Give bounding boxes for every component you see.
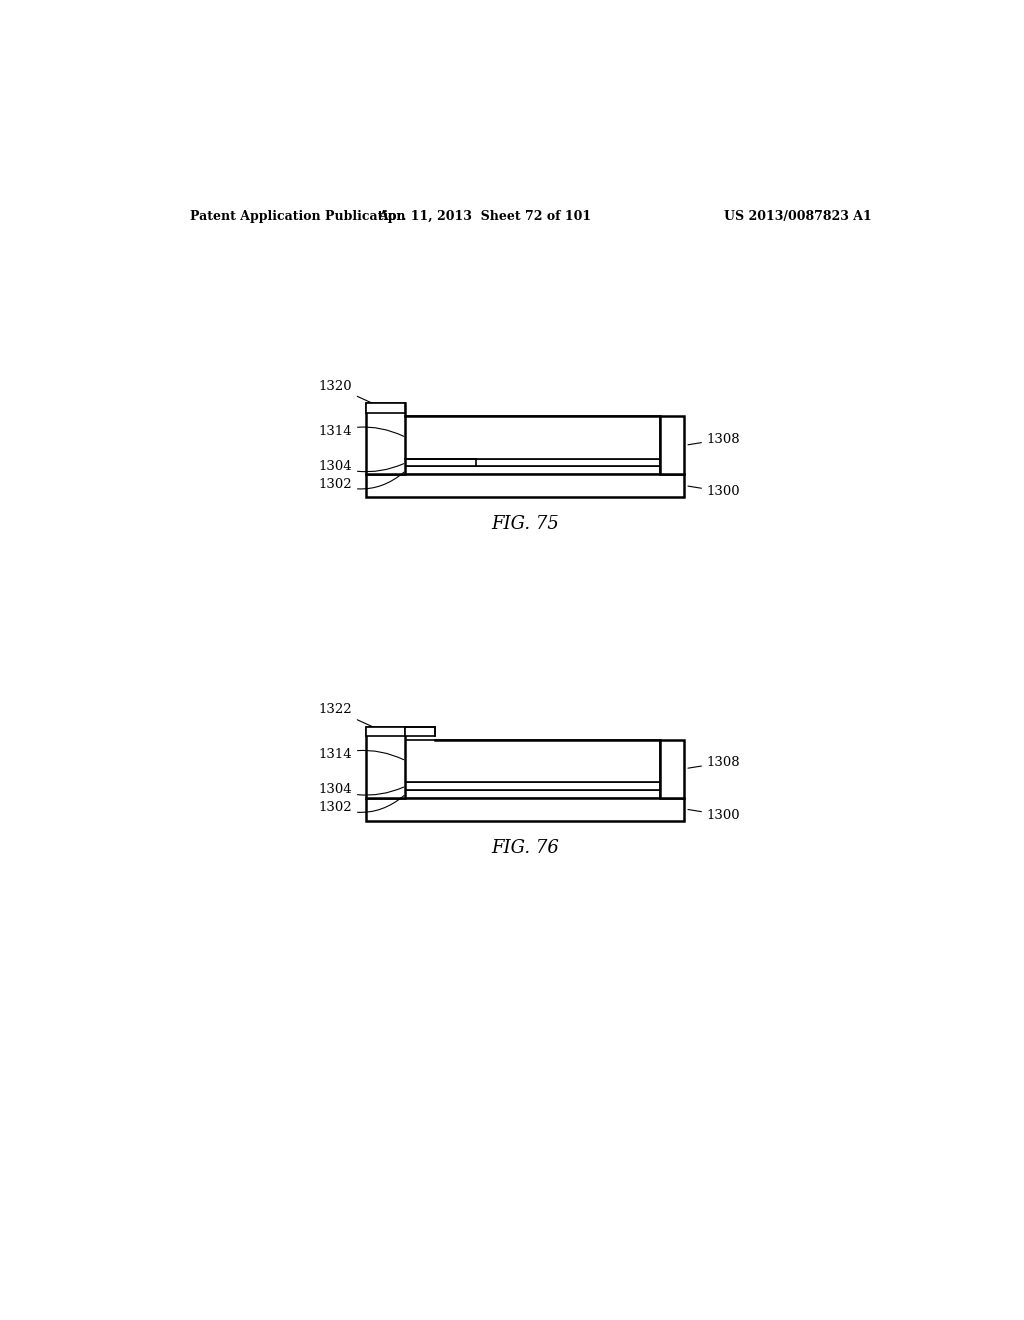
Bar: [366, 726, 404, 737]
Bar: [660, 416, 684, 474]
Text: 1314: 1314: [318, 748, 403, 762]
Bar: [366, 474, 684, 498]
Bar: [404, 416, 660, 459]
Text: Patent Application Publication: Patent Application Publication: [190, 210, 406, 223]
Bar: [404, 726, 435, 737]
Text: 1304: 1304: [318, 459, 403, 473]
Text: 1300: 1300: [688, 809, 740, 822]
Bar: [404, 739, 660, 781]
Bar: [366, 404, 404, 412]
Text: 1322: 1322: [318, 704, 375, 727]
Text: 1302: 1302: [318, 796, 404, 814]
Text: 1320: 1320: [318, 380, 375, 404]
Text: 1304: 1304: [318, 783, 403, 796]
Bar: [404, 466, 660, 474]
Text: US 2013/0087823 A1: US 2013/0087823 A1: [724, 210, 872, 223]
Text: 1314: 1314: [318, 425, 403, 438]
Bar: [660, 739, 684, 797]
Text: 1308: 1308: [688, 756, 740, 770]
Bar: [366, 797, 684, 821]
Text: Apr. 11, 2013  Sheet 72 of 101: Apr. 11, 2013 Sheet 72 of 101: [378, 210, 591, 223]
Bar: [366, 726, 404, 797]
Bar: [404, 781, 660, 789]
Text: FIG. 76: FIG. 76: [490, 838, 559, 857]
Bar: [366, 404, 404, 474]
Text: 1308: 1308: [688, 433, 740, 446]
Bar: [404, 789, 660, 797]
Bar: [404, 459, 660, 466]
Text: FIG. 75: FIG. 75: [490, 515, 559, 533]
Text: 1302: 1302: [318, 473, 404, 491]
Text: 1300: 1300: [688, 486, 740, 499]
